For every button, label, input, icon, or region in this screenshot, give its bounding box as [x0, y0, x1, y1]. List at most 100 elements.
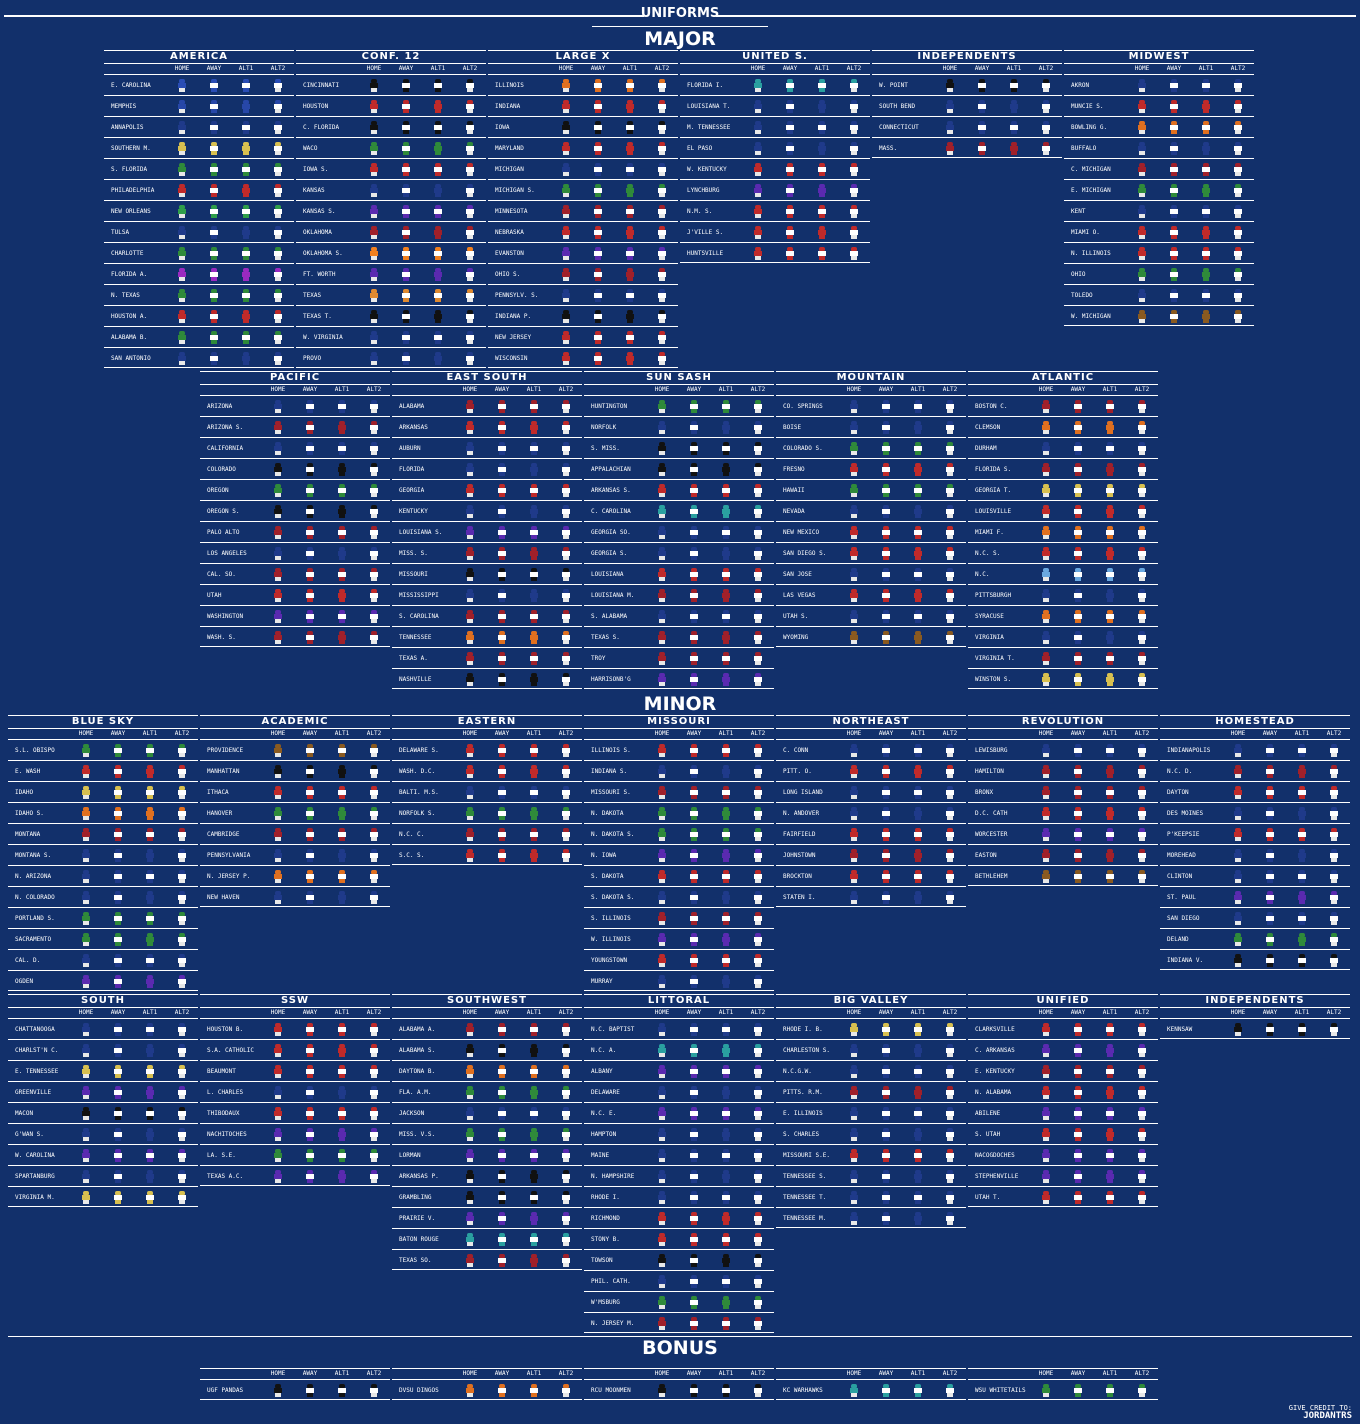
uniform-away[interactable] — [678, 1229, 710, 1249]
uniform-alt1[interactable] — [1094, 866, 1126, 885]
uniform-alt2[interactable] — [550, 627, 582, 647]
uniform-alt2[interactable] — [550, 543, 582, 563]
uniform-alt1[interactable] — [1094, 803, 1126, 823]
uniform-alt2[interactable] — [1222, 96, 1254, 116]
uniform-home[interactable] — [262, 417, 294, 437]
uniform-home[interactable] — [742, 222, 774, 242]
team-row[interactable]: TENNESSEE T. — [776, 1186, 966, 1207]
team-row[interactable]: DURHAM — [968, 437, 1158, 458]
uniform-away[interactable] — [678, 585, 710, 605]
uniform-home[interactable] — [358, 348, 390, 367]
uniform-away[interactable] — [486, 1208, 518, 1228]
uniform-home[interactable] — [262, 1019, 294, 1039]
uniform-alt2[interactable] — [166, 950, 198, 970]
uniform-alt1[interactable] — [422, 117, 454, 137]
uniform-alt1[interactable] — [1094, 606, 1126, 626]
uniform-away[interactable] — [486, 522, 518, 542]
uniform-alt1[interactable] — [1286, 929, 1318, 949]
team-row[interactable]: N.C. S. — [968, 542, 1158, 563]
uniform-home[interactable] — [70, 1145, 102, 1165]
uniform-alt1[interactable] — [326, 417, 358, 437]
uniform-away[interactable] — [1254, 761, 1286, 781]
uniform-alt2[interactable] — [454, 180, 486, 200]
uniform-alt1[interactable] — [326, 1061, 358, 1081]
uniform-home[interactable] — [454, 648, 486, 668]
team-row[interactable]: TEXAS SO. — [392, 1249, 582, 1270]
uniform-alt1[interactable] — [1286, 908, 1318, 928]
uniform-alt2[interactable] — [454, 159, 486, 179]
uniform-home[interactable] — [646, 564, 678, 584]
uniform-home[interactable] — [262, 585, 294, 605]
uniform-away[interactable] — [870, 1208, 902, 1227]
team-row[interactable]: UTAH — [200, 584, 390, 605]
team-row[interactable]: OREGON — [200, 479, 390, 500]
uniform-away[interactable] — [102, 845, 134, 865]
team-row[interactable]: NEVADA — [776, 500, 966, 521]
uniform-alt2[interactable] — [550, 438, 582, 458]
team-row[interactable]: LONG ISLAND — [776, 781, 966, 802]
uniform-alt1[interactable] — [998, 138, 1030, 157]
team-row[interactable]: MISSOURI — [392, 563, 582, 584]
team-row[interactable]: HUNTINGTON — [584, 395, 774, 416]
uniform-alt1[interactable] — [1094, 564, 1126, 584]
uniform-home[interactable] — [166, 117, 198, 137]
uniform-alt1[interactable] — [710, 1271, 742, 1291]
uniform-alt1[interactable] — [1094, 1040, 1126, 1060]
team-row[interactable]: PRAIRIE V. — [392, 1207, 582, 1228]
uniform-home[interactable] — [838, 501, 870, 521]
team-row[interactable]: INDIANA — [488, 95, 678, 116]
team-row[interactable]: HAMILTON — [968, 760, 1158, 781]
uniform-home[interactable] — [454, 459, 486, 479]
uniform-alt1[interactable] — [1286, 950, 1318, 969]
uniform-alt2[interactable] — [166, 1145, 198, 1165]
uniform-home[interactable] — [646, 1019, 678, 1039]
uniform-alt1[interactable] — [326, 803, 358, 823]
uniform-alt1[interactable] — [710, 908, 742, 928]
uniform-alt1[interactable] — [614, 75, 646, 95]
uniform-away[interactable] — [870, 803, 902, 823]
uniform-away[interactable] — [582, 348, 614, 367]
uniform-alt1[interactable] — [1094, 459, 1126, 479]
uniform-away[interactable] — [486, 480, 518, 500]
uniform-alt2[interactable] — [358, 564, 390, 584]
uniform-alt2[interactable] — [742, 740, 774, 760]
uniform-alt2[interactable] — [1126, 1187, 1158, 1206]
uniform-away[interactable] — [294, 1124, 326, 1144]
uniform-away[interactable] — [1062, 1187, 1094, 1206]
uniform-away[interactable] — [678, 824, 710, 844]
uniform-alt2[interactable] — [550, 845, 582, 864]
uniform-away[interactable] — [1158, 285, 1190, 305]
uniform-home[interactable] — [454, 1187, 486, 1207]
uniform-away[interactable] — [102, 740, 134, 760]
uniform-alt1[interactable] — [902, 606, 934, 626]
uniform-home[interactable] — [646, 480, 678, 500]
uniform-alt1[interactable] — [902, 824, 934, 844]
uniform-alt1[interactable] — [1094, 501, 1126, 521]
uniform-away[interactable] — [678, 1040, 710, 1060]
uniform-home[interactable] — [262, 1103, 294, 1123]
uniform-home[interactable] — [1126, 264, 1158, 284]
uniform-away[interactable] — [1062, 1166, 1094, 1186]
uniform-alt1[interactable] — [134, 887, 166, 907]
team-row[interactable]: N. ILLINOIS — [1064, 242, 1254, 263]
team-row[interactable]: E. TENNESSEE — [8, 1060, 198, 1081]
uniform-away[interactable] — [294, 396, 326, 416]
uniform-home[interactable] — [358, 75, 390, 95]
uniform-away[interactable] — [1062, 824, 1094, 844]
uniform-alt1[interactable] — [710, 648, 742, 668]
uniform-alt1[interactable] — [1094, 480, 1126, 500]
uniform-home[interactable] — [646, 1145, 678, 1165]
team-row[interactable]: W. CAROLINA — [8, 1144, 198, 1165]
uniform-alt2[interactable] — [1318, 1019, 1350, 1038]
team-row[interactable]: L. CHARLES — [200, 1081, 390, 1102]
uniform-away[interactable] — [486, 438, 518, 458]
uniform-home[interactable] — [646, 543, 678, 563]
uniform-home[interactable] — [262, 803, 294, 823]
uniform-home[interactable] — [838, 459, 870, 479]
uniform-alt1[interactable] — [1286, 803, 1318, 823]
uniform-alt2[interactable] — [934, 522, 966, 542]
uniform-alt1[interactable] — [518, 438, 550, 458]
uniform-alt2[interactable] — [550, 1124, 582, 1144]
uniform-alt1[interactable] — [326, 1380, 358, 1399]
uniform-alt2[interactable] — [550, 480, 582, 500]
